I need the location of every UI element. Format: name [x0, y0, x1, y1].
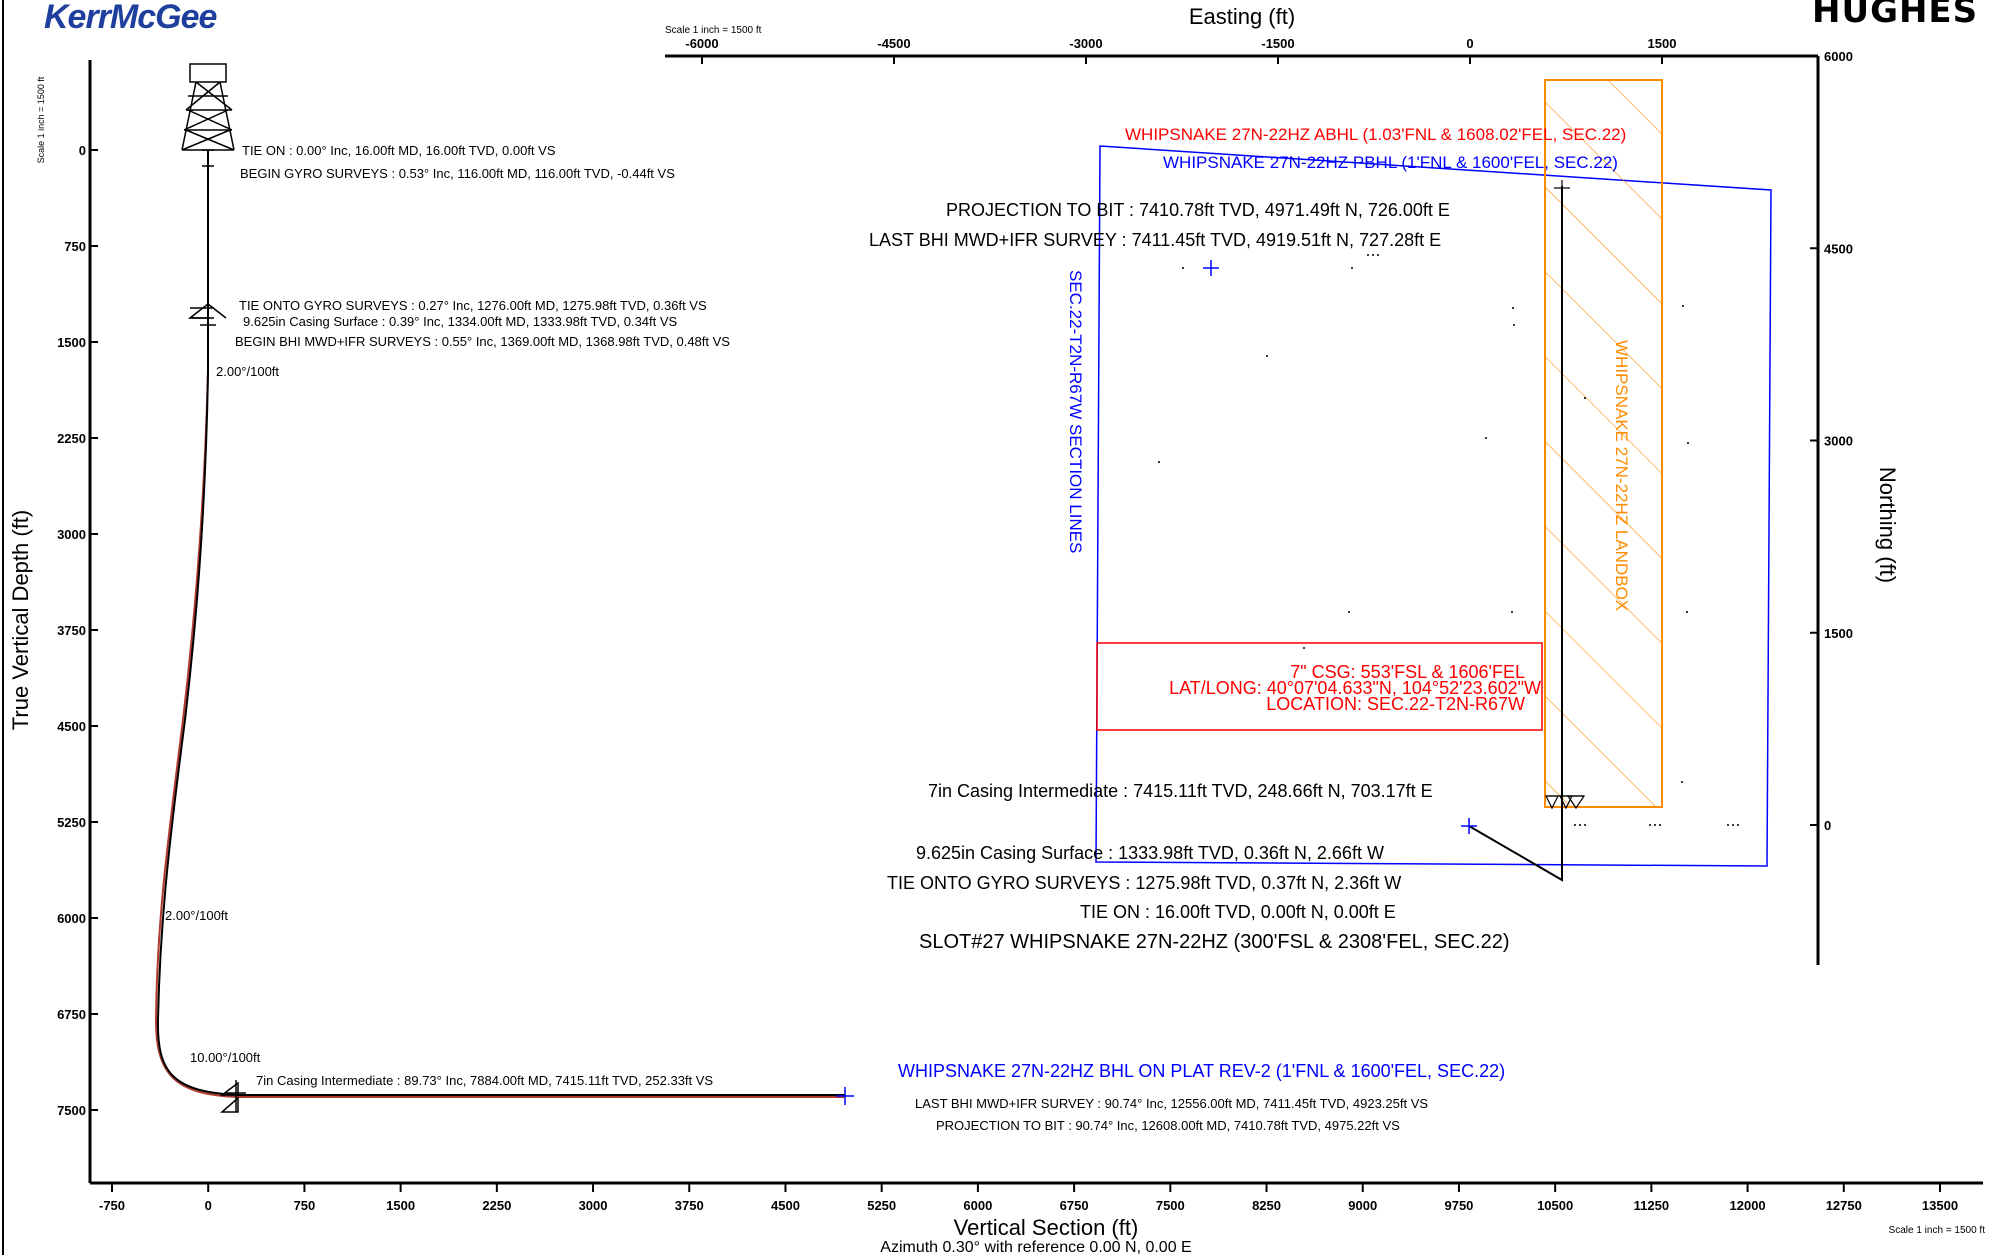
csg-info-line-1: 7" CSG: 553'FSL & 1606'FEL	[1290, 662, 1525, 682]
tvd-tick-label: 3000	[57, 527, 86, 542]
csg-info-line-2: LAT/LONG: 40°07'04.633"N, 104°52'23.602"…	[1169, 678, 1541, 698]
tvd-tick-label: 6750	[57, 1007, 86, 1022]
northing-tick-labels: 6000 4500 3000 1500 0	[1810, 49, 1853, 833]
csg-info-line-3: LOCATION: SEC.22-T2N-R67W	[1266, 694, 1525, 714]
vs-tick-label: 13500	[1922, 1198, 1958, 1213]
vs-tie-on-label: TIE ON : 0.00° Inc, 16.00ft MD, 16.00ft …	[242, 143, 556, 158]
vs-tick-label: 10500	[1537, 1198, 1573, 1213]
plan-last-survey-label: LAST BHI MWD+IFR SURVEY : 7411.45ft TVD,…	[869, 230, 1441, 250]
vs-casing-surface-label: 9.625in Casing Surface : 0.39° Inc, 1334…	[243, 314, 678, 329]
tvd-tick-labels: 0 750 1500 2250 3000 3750 4500 5250 6000 6750 7500	[57, 143, 98, 1118]
tvd-tick-label: 3750	[57, 623, 86, 638]
kerr-mcgee-logo: KerrMcGee	[44, 0, 217, 36]
vs-tick-label: 12750	[1826, 1198, 1862, 1213]
plan-view-plot: -6000 -4500 -3000 -1500 0 1500 6000 4500 3000 15…	[665, 4, 1900, 965]
vertical-section-plot: 0750150022503000375045005250600067507500…	[8, 60, 1985, 1255]
landbox-label: WHIPSNAKE 27N-22HZ LANDBOX	[1612, 340, 1631, 611]
section-lines-label: SEC.22-T2N-R67W SECTION LINES	[1066, 270, 1085, 553]
northing-tick-label: 1500	[1824, 626, 1853, 641]
northing-tick-label: 4500	[1824, 241, 1853, 256]
vs-tick-label: 750	[294, 1198, 316, 1213]
plan-bit-marker	[1554, 180, 1570, 198]
survey-markers	[187, 149, 246, 1113]
vs-tick-label: 3750	[675, 1198, 704, 1213]
easting-tick-label: -4500	[877, 36, 910, 51]
vs-begin-gyro-label: BEGIN GYRO SURVEYS : 0.53° Inc, 116.00ft…	[240, 166, 675, 181]
northing-tick-label: 0	[1824, 818, 1831, 833]
plan-casing-surface-label: 9.625in Casing Surface : 1333.98ft TVD, …	[916, 843, 1384, 863]
tvd-tick-label: 750	[64, 239, 86, 254]
pbhl-label: WHIPSNAKE 27N-22HZ PBHL (1'FNL & 1600'FE…	[1163, 153, 1618, 172]
easting-tick-label: -6000	[685, 36, 718, 51]
scale-note-bottom: Scale 1 inch = 1500 ft	[1889, 1225, 1986, 1236]
vs-dls-label-2: 2.00°/100ft	[165, 908, 228, 923]
actual-wellpath	[156, 150, 845, 1096]
offset-well-dots	[1158, 254, 1739, 826]
vs-tick-label: 3000	[579, 1198, 608, 1213]
vs-tick-label: 11250	[1634, 1198, 1669, 1213]
csg-info-box	[1096, 642, 1543, 731]
vs-casing-intermediate-label: 7in Casing Intermediate : 89.73° Inc, 78…	[256, 1073, 713, 1088]
plan-projection-label: PROJECTION TO BIT : 7410.78ft TVD, 4971.…	[946, 200, 1450, 220]
slot-label: SLOT#27 WHIPSNAKE 27N-22HZ (300'FSL & 23…	[919, 931, 1509, 953]
planned-wellpath	[154, 150, 845, 1098]
offset-well-marker	[1203, 260, 1219, 276]
vs-tick-label: 8250	[1252, 1198, 1281, 1213]
vs-axis-label: Vertical Section (ft)	[954, 1215, 1139, 1240]
tvd-tick-label: 1500	[57, 335, 86, 350]
northing-axis-label: Northing (ft)	[1875, 467, 1900, 583]
tvd-axis-label: True Vertical Depth (ft)	[8, 510, 33, 730]
scale-note-top: Scale 1 inch = 1500 ft	[665, 25, 762, 36]
plan-wellpath	[1468, 186, 1563, 882]
easting-axis-label: Easting (ft)	[1189, 4, 1295, 29]
vs-tick-label: 9000	[1348, 1198, 1377, 1213]
vs-tie-onto-gyro-label: TIE ONTO GYRO SURVEYS : 0.27° Inc, 1276.…	[239, 298, 707, 313]
vs-tick-label: 7500	[1156, 1198, 1185, 1213]
azimuth-note: Azimuth 0.30° with reference 0.00 N, 0.0…	[880, 1239, 1191, 1255]
vs-tick-label: 6000	[963, 1198, 992, 1213]
vs-last-bhi-label: LAST BHI MWD+IFR SURVEY : 90.74° Inc, 12…	[915, 1096, 1428, 1111]
easting-tick-label: 0	[1466, 36, 1473, 51]
vs-tick-label: 5250	[867, 1198, 896, 1213]
easting-tick-labels: -6000 -4500 -3000 -1500 0 1500	[685, 36, 1676, 64]
vs-projection-label: PROJECTION TO BIT : 90.74° Inc, 12608.00…	[936, 1118, 1400, 1133]
vs-dls-label-1: 2.00°/100ft	[216, 364, 279, 379]
plan-tie-on-label: TIE ON : 16.00ft TVD, 0.00ft N, 0.00ft E	[1080, 902, 1396, 922]
vs-tick-label: 4500	[771, 1198, 800, 1213]
vs-tick-label: -750	[99, 1198, 125, 1213]
tvd-tick-label: 6000	[57, 911, 86, 926]
vs-tick-label: 9750	[1444, 1198, 1473, 1213]
vs-tick-label: 2250	[482, 1198, 511, 1213]
easting-tick-label: 1500	[1648, 36, 1677, 51]
bit-marker-vs	[836, 1087, 854, 1105]
easting-tick-label: -1500	[1261, 36, 1294, 51]
vs-tick-label: 1500	[386, 1198, 415, 1213]
landbox-rect	[1544, 79, 1663, 808]
hughes-logo: HUGHES	[1812, 0, 1978, 31]
tvd-tick-label: 7500	[57, 1103, 86, 1118]
vs-tick-label: 0	[205, 1198, 212, 1213]
surface-location-marker	[1461, 818, 1477, 834]
vs-bhl-plat-label: WHIPSNAKE 27N-22HZ BHL ON PLAT REV-2 (1'…	[898, 1061, 1505, 1081]
northing-tick-label: 6000	[1824, 49, 1853, 64]
section-lines-box	[1095, 145, 1772, 867]
tvd-tick-label: 2250	[57, 431, 86, 446]
plan-casing-marker	[1545, 795, 1586, 810]
vs-dls-label-3: 10.00°/100ft	[190, 1050, 261, 1065]
easting-tick-label: -3000	[1069, 36, 1102, 51]
vs-tick-labels: -750 0 750 1500 2250 3000 3750 4500 5250 6000 6750…	[99, 1183, 1958, 1213]
northing-tick-label: 3000	[1824, 434, 1853, 449]
vs-begin-bhi-label: BEGIN BHI MWD+IFR SURVEYS : 0.55° Inc, 1…	[235, 334, 730, 349]
scale-note-left: Scale 1 inch = 1500 ft	[36, 76, 46, 163]
plan-casing-intermediate-label: 7in Casing Intermediate : 7415.11ft TVD,…	[928, 781, 1433, 801]
vs-tick-label: 6750	[1060, 1198, 1089, 1213]
tvd-tick-label: 5250	[57, 815, 86, 830]
vs-tick-label: 12000	[1730, 1198, 1766, 1213]
abhl-label: WHIPSNAKE 27N-22HZ ABHL (1.03'FNL & 1608…	[1125, 125, 1626, 144]
tvd-tick-label: 0	[79, 143, 86, 158]
plan-tie-onto-gyro-label: TIE ONTO GYRO SURVEYS : 1275.98ft TVD, 0…	[887, 873, 1401, 893]
tvd-tick-label: 4500	[57, 719, 86, 734]
rig-derrick-icon	[181, 63, 235, 151]
